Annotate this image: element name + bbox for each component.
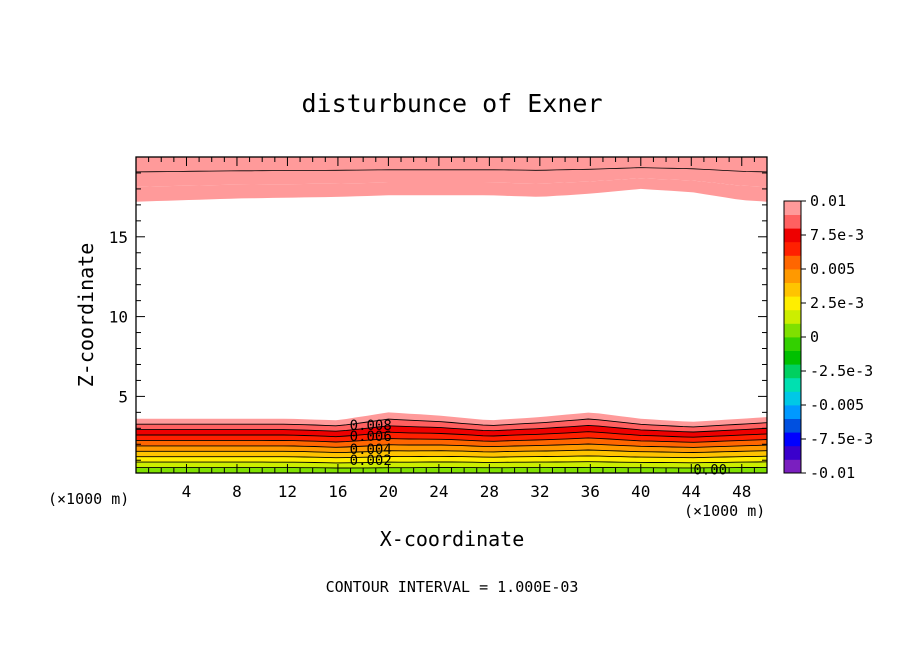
- colorbar-segment: [784, 459, 801, 474]
- colorbar-segment: [784, 418, 801, 433]
- colorbar-segment: [784, 377, 801, 392]
- x-tick-label: 48: [732, 482, 751, 501]
- colorbar-label: 0: [810, 328, 819, 346]
- colorbar-label: 7.5e-3: [810, 226, 864, 244]
- contour-label: 0.006: [350, 429, 392, 445]
- x-tick-label: 12: [278, 482, 297, 501]
- lower-contour-band: [136, 461, 767, 468]
- lower-contour-line: [136, 437, 768, 443]
- colorbar-segment: [784, 269, 801, 283]
- y-tick-label: 5: [118, 387, 128, 406]
- lower-contour-line: [136, 424, 768, 433]
- colorbar-label: 0.005: [810, 260, 855, 278]
- lower-contour-band: [136, 425, 767, 438]
- lower-contour-line: [136, 466, 768, 469]
- colorbar-label: -0.01: [810, 464, 855, 482]
- colorbar-label: 0.01: [810, 192, 846, 210]
- x-axis-label: X-coordinate: [380, 527, 525, 551]
- colorbar-segment: [784, 323, 801, 338]
- lower-contour-band: [136, 455, 767, 463]
- colorbar-segment: [784, 201, 801, 215]
- lower-contour-line: [136, 418, 768, 428]
- lower-contour-line: [136, 443, 768, 448]
- colorbar-segment: [784, 309, 801, 324]
- lower-contour-line: [136, 449, 768, 454]
- colorbar-segment: [784, 391, 801, 406]
- colorbar-segment: [784, 432, 801, 447]
- colorbar-label: -2.5e-3: [810, 362, 873, 380]
- colorbar-segment: [784, 255, 801, 270]
- colorbar-segment: [784, 282, 801, 297]
- y-axis-label: Z-coordinate: [74, 243, 98, 388]
- x-unit-right: (×1000 m): [684, 502, 765, 520]
- colorbar: 0.01 7.5e-3 0.005 2.5e-3 0 -2.5e-3 -0.005 -7.5e…: [783, 192, 873, 482]
- contour-lines: [135, 167, 768, 469]
- colorbar-segment: [784, 228, 801, 243]
- colorbar-segment: [784, 445, 801, 460]
- upper-contour-band: [136, 167, 767, 187]
- lower-contour-band: [136, 419, 767, 432]
- lower-contour-line: [136, 455, 768, 459]
- lower-contour-band: [136, 412, 767, 427]
- contour-label: 0.008: [350, 418, 392, 434]
- colorbar-label: -7.5e-3: [810, 430, 873, 448]
- contour-label: 0.002: [350, 453, 392, 469]
- colorbar-segment: [784, 214, 801, 229]
- x-tick-label: 16: [328, 482, 347, 501]
- colorbar-segment: [784, 241, 801, 256]
- upper-contour-band: [136, 157, 767, 172]
- x-tick-label: 44: [682, 482, 701, 501]
- lower-contour-line: [136, 461, 768, 464]
- colorbar-segment: [784, 364, 801, 379]
- x-tick-label: 40: [631, 482, 650, 501]
- contour-label: 0.00: [693, 463, 727, 479]
- upper-contour-band: [136, 178, 767, 202]
- x-tick-label: 4: [182, 482, 192, 501]
- x-axis-ticks: 4 8 12 16 20 24 28 32 36 40 44 48: [148, 157, 755, 501]
- x-unit-left: (×1000 m): [48, 490, 129, 508]
- y-tick-label: 15: [109, 228, 128, 247]
- lower-contour-band: [136, 437, 767, 448]
- colorbar-segment: [784, 296, 801, 311]
- colorbar-segment: [784, 405, 801, 419]
- lower-contour-band: [136, 450, 767, 458]
- colorbar-segment: [784, 337, 801, 351]
- colorbar-label: 2.5e-3: [810, 294, 864, 312]
- x-tick-label: 28: [480, 482, 499, 501]
- contour-label: 0.004: [350, 442, 392, 458]
- contour-interval-note: CONTOUR INTERVAL = 1.000E-03: [326, 578, 579, 596]
- lower-contour-line: [136, 431, 768, 438]
- colorbar-label: -0.005: [810, 396, 864, 414]
- y-axis-ticks: 5 10 15: [109, 172, 767, 461]
- x-tick-label: 32: [530, 482, 549, 501]
- lower-contour-band: [136, 431, 767, 443]
- upper-contour-line: [135, 167, 768, 173]
- x-tick-label: 8: [232, 482, 242, 501]
- y-tick-label: 10: [109, 308, 128, 327]
- contour-fill: [136, 157, 767, 473]
- x-tick-label: 20: [379, 482, 398, 501]
- colorbar-segment: [784, 350, 801, 365]
- x-tick-label: 36: [581, 482, 600, 501]
- chart-title: disturbunce of Exner: [301, 89, 602, 118]
- x-tick-label: 24: [429, 482, 448, 501]
